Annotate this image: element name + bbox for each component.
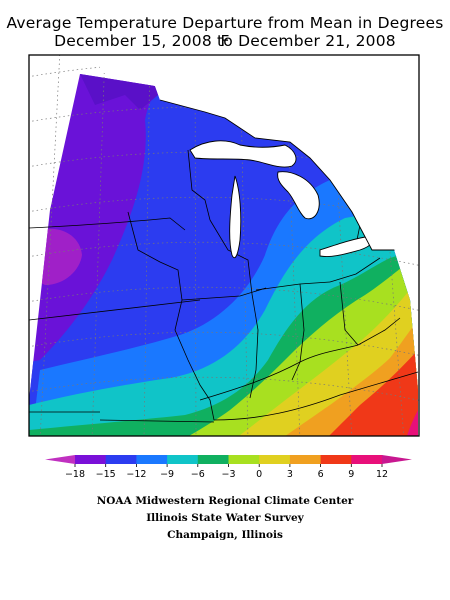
legend-tick-label: −6 xyxy=(191,469,205,480)
legend-tick-label: 0 xyxy=(256,469,262,480)
lake-superior xyxy=(189,140,297,168)
map-frame xyxy=(29,55,419,436)
legend-swatch xyxy=(320,455,352,464)
legend-swatch xyxy=(289,455,322,464)
cold-patch-north xyxy=(80,74,158,110)
legend-tick-label: 6 xyxy=(318,469,324,480)
legend-swatch xyxy=(105,455,137,464)
map-title: Average Temperature Departure from Mean … xyxy=(6,14,444,50)
legend-tick-labels: −18 −15 −12 −9 −6 −3 0 3 6 9 12 xyxy=(65,464,388,480)
cold-patch-west xyxy=(35,228,82,285)
legend-arrow-high xyxy=(382,455,412,464)
map-date-range: December 15, 2008 to December 21, 2008 xyxy=(54,32,396,50)
legend-swatch xyxy=(75,455,107,464)
legend-tick-label: −18 xyxy=(65,469,85,480)
credit-organization: NOAA Midwestern Regional Climate Center xyxy=(96,495,354,507)
legend-arrow-low xyxy=(45,455,75,464)
map-border xyxy=(28,54,420,437)
legend-tick-label: −12 xyxy=(126,469,146,480)
legend-tick-label: −15 xyxy=(96,469,116,480)
legend-swatch xyxy=(228,455,260,464)
no-data-region xyxy=(100,55,419,250)
legend-tick-label: −3 xyxy=(221,469,235,480)
legend-swatch xyxy=(351,455,383,464)
credit-location: Champaign, Illinois xyxy=(167,529,283,541)
lake-huron xyxy=(277,171,320,220)
legend-tick-label: 3 xyxy=(287,469,293,480)
legend-tick-label: 12 xyxy=(376,469,388,480)
canada-border xyxy=(159,99,394,251)
legend-tick-label: 9 xyxy=(348,469,354,480)
lake-michigan xyxy=(229,175,242,259)
credit-survey: Illinois State Water Survey xyxy=(146,512,304,524)
legend-swatch xyxy=(136,455,168,464)
legend-swatch xyxy=(259,455,291,464)
legend-swatch xyxy=(197,455,229,464)
legend-tick-label: −9 xyxy=(160,469,174,480)
great-lakes xyxy=(189,140,406,259)
legend-colorbar xyxy=(45,455,412,464)
legend-swatch xyxy=(167,455,199,464)
